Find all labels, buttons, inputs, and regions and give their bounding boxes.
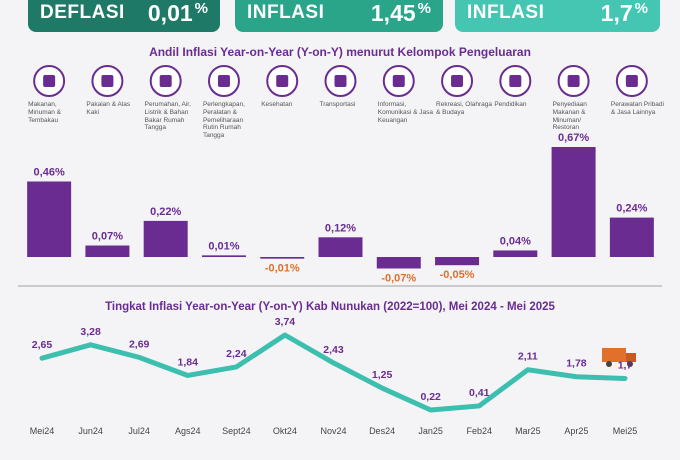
stat-value-wrap: 1,45%	[371, 0, 431, 27]
stat-value-wrap: 1,7%	[601, 0, 648, 27]
x-tick-label: Mei25	[613, 426, 638, 436]
x-tick-label: Apr25	[564, 426, 588, 436]
value-label: 0,46%	[34, 166, 65, 178]
category-icon-glyph	[276, 75, 289, 87]
stat-unit: %	[194, 0, 208, 17]
stat-value: 1,45	[370, 0, 416, 26]
bar	[435, 257, 480, 266]
truck-icon	[602, 348, 636, 367]
value-label: 3,28	[80, 326, 101, 338]
stat-label: DEFLASI	[40, 2, 125, 23]
x-tick-label: Okt24	[273, 426, 297, 436]
category-icon-glyph	[625, 75, 638, 87]
category-label: Rekreasi, Olahraga & Budaya	[436, 101, 493, 116]
category-icon-glyph	[43, 75, 56, 87]
value-label: 2,65	[32, 339, 53, 351]
bar	[318, 237, 363, 257]
value-label: -0,05%	[440, 269, 475, 281]
bar	[609, 217, 654, 257]
value-label: 0,41	[469, 387, 490, 399]
x-tick-label: Sept24	[222, 426, 251, 436]
value-label: 0,22	[420, 391, 441, 403]
value-label: 2,24	[226, 348, 247, 360]
x-tick-label: Feb24	[466, 426, 492, 436]
value-label: 1,84	[178, 356, 199, 368]
category-label: Penyediaan Makanan & Minuman/ Restoran	[552, 101, 587, 132]
x-tick-label: Nov24	[320, 426, 346, 436]
x-tick-label: Mar25	[515, 426, 541, 436]
category-icon-glyph	[217, 75, 230, 87]
category-label: Perawatan Pribadi & Jasa Lainnya	[610, 101, 664, 116]
category-icon-glyph	[392, 75, 405, 87]
stat-unit: %	[634, 0, 648, 17]
stat-box: DEFLASI 0,01%	[28, 0, 220, 32]
value-label: 1,25	[372, 369, 393, 381]
bar	[551, 147, 596, 257]
x-tick-label: Des24	[369, 426, 395, 436]
bar	[27, 181, 72, 257]
x-tick-label: Mei24	[30, 426, 55, 436]
stat-unit: %	[417, 0, 431, 17]
x-tick-label: Jul24	[128, 426, 150, 436]
value-label: 0,01%	[208, 240, 239, 252]
value-label: 0,22%	[150, 206, 181, 218]
category-label: Kesehatan	[261, 101, 293, 108]
value-label: -0,01%	[265, 263, 300, 275]
value-label: 0,24%	[616, 203, 647, 215]
x-tick-label: Ags24	[175, 426, 201, 436]
value-label: -0,07%	[381, 272, 416, 284]
value-label: 0,67%	[558, 132, 589, 144]
category-label: Pendidikan	[494, 101, 527, 108]
value-label: 0,07%	[92, 231, 123, 243]
category-label: Perlengkapan, Peralatan & Pemeliharaan R…	[202, 101, 245, 140]
category-icon-glyph	[509, 75, 522, 87]
category-icon-glyph	[101, 75, 114, 87]
stat-value: 1,7	[600, 0, 633, 26]
bar	[201, 255, 246, 257]
category-label: Perumahan, Air, Listrik & Bahan Bakar Ru…	[144, 101, 191, 132]
bar	[260, 257, 305, 259]
line	[39, 332, 628, 413]
x-tick-label: Jan25	[418, 426, 443, 436]
stat-value: 0,01	[147, 0, 193, 26]
bar	[85, 245, 130, 257]
stat-box: INFLASI 1,7%	[455, 0, 660, 32]
value-label: 1,78	[566, 358, 587, 370]
stat-value-wrap: 0,01%	[148, 0, 208, 27]
category-icon-glyph	[334, 75, 347, 87]
stat-label: INFLASI	[247, 2, 325, 23]
stat-label: INFLASI	[467, 2, 545, 23]
stat-box: INFLASI 1,45%	[235, 0, 443, 32]
value-label: 2,69	[129, 338, 150, 350]
category-icon-glyph	[567, 75, 580, 87]
category-label: Informasi, Komunikasi & Jasa Keuangan	[377, 101, 434, 124]
bar	[376, 257, 421, 269]
x-tick-label: Jun24	[78, 426, 103, 436]
value-label: 0,04%	[500, 235, 531, 247]
value-label: 1,7	[618, 359, 633, 371]
category-label: Pakaian & Alas Kaki	[86, 101, 131, 116]
line-chart-title: Tingkat Inflasi Year-on-Year (Y-on-Y) Ka…	[105, 301, 555, 313]
category-icon-glyph	[451, 75, 464, 87]
bar	[493, 250, 538, 257]
category-label: Transportasi	[319, 101, 356, 108]
category-label: Makanan, Minuman & Tembakau	[28, 101, 61, 124]
bar-chart-title: Andil Inflasi Year-on-Year (Y-on-Y) menu…	[149, 45, 531, 59]
value-label: 2,43	[323, 344, 344, 356]
value-label: 3,74	[275, 316, 296, 328]
category-icon-glyph	[159, 75, 172, 87]
value-label: 2,11	[518, 351, 538, 363]
bar	[143, 220, 188, 257]
value-label: 0,12%	[325, 222, 356, 234]
